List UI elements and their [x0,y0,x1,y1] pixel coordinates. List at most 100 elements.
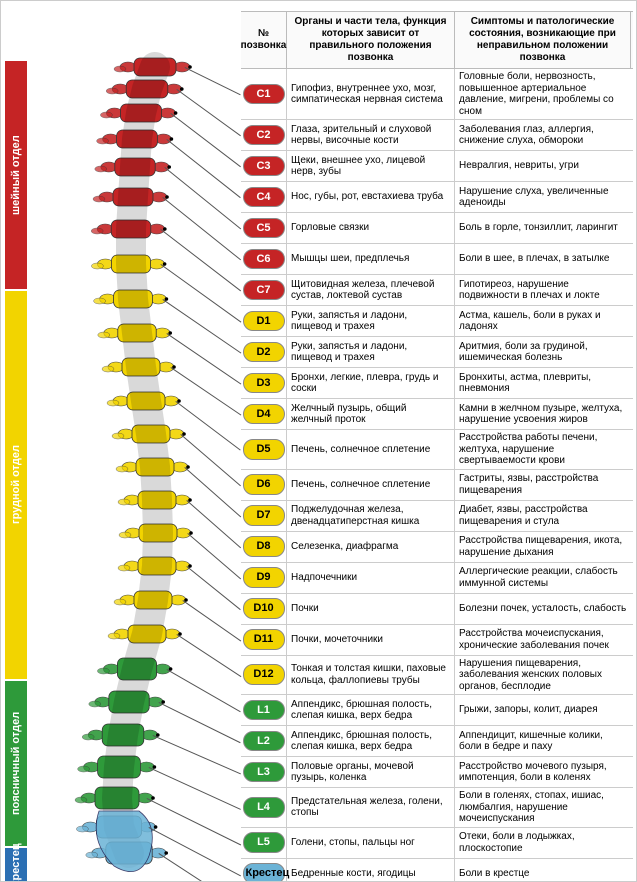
vertebra-id-cell: L2 [241,726,287,756]
vertebra-id-cell: L4 [241,788,287,827]
vertebra-pill: C7 [243,280,285,301]
symptoms-cell: Расстройства мочеиспускания, хронические… [455,625,631,655]
organs-cell: Мышцы шеи, предплечья [287,244,455,274]
organs-cell: Надпочечники [287,563,455,593]
vertebra-id-cell: C6 [241,244,287,274]
organs-cell: Печень, солнечное сплетение [287,470,455,500]
table-body: C1Гипофиз, внутреннее ухо, мозг, симпати… [241,69,633,882]
vertebra-id-cell: Крестец [241,859,287,882]
vertebra-pill: Крестец [243,863,285,882]
organs-cell: Горловые связки [287,213,455,243]
vertebra-id-cell: D3 [241,368,287,398]
symptoms-cell: Нарушение слуха, увеличенные аденоиды [455,182,631,212]
symptoms-cell: Аритмия, боли за грудиной, ишемическая б… [455,337,631,367]
symptoms-cell: Боли в шее, в плечах, в затылке [455,244,631,274]
symptoms-cell: Расстройства пищеварения, икота, нарушен… [455,532,631,562]
organs-cell: Печень, солнечное сплетение [287,430,455,469]
symptoms-cell: Камни в желчном пузыре, желтуха, нарушен… [455,399,631,429]
organs-cell: Аппендикс, брюшная полость, слепая кишка… [287,695,455,725]
organs-cell: Бронхи, легкие, плевра, грудь и соски [287,368,455,398]
symptoms-cell: Заболевания глаз, аллергия, снижение слу… [455,120,631,150]
table-row: D2Руки, запястья и ладони, пищевод и тра… [241,337,633,368]
vertebra-id-cell: D6 [241,470,287,500]
spine-chart: шейный отделгрудной отделпоясничный отде… [0,0,637,882]
organs-cell: Почки [287,594,455,624]
section-label: шейный отдел [5,61,27,289]
symptoms-cell: Отеки, боли в лодыжках, плоскостопие [455,828,631,858]
vertebra-pill: D12 [243,664,285,685]
vertebra-id-cell: L3 [241,757,287,787]
vertebra-id-cell: C4 [241,182,287,212]
symptoms-cell: Невралгия, невриты, угри [455,151,631,181]
section-label: грудной отдел [5,291,27,679]
table-row: D7Поджелудочная железа, двенадцатиперстн… [241,501,633,532]
organs-cell: Желчный пузырь, общий желчный проток [287,399,455,429]
table-row: C5Горловые связкиБоль в горле, тонзиллит… [241,213,633,244]
organs-cell: Аппендикс, брюшная полость, слепая кишка… [287,726,455,756]
symptoms-cell: Головные боли, нервозность, повышенное а… [455,69,631,119]
section-label: поясничный отдел [5,681,27,846]
vertebra-id-cell: D8 [241,532,287,562]
table-row: C1Гипофиз, внутреннее ухо, мозг, симпати… [241,69,633,120]
vertebra-pill: D7 [243,505,285,526]
organs-cell: Голени, стопы, пальцы ног [287,828,455,858]
vertebra-id-cell: D4 [241,399,287,429]
table-row: D8Селезенка, диафрагмаРасстройства пищев… [241,532,633,563]
table-row: D9НадпочечникиАллергические реакции, сла… [241,563,633,594]
symptoms-cell: Расстройство мочевого пузыря, импотенция… [455,757,631,787]
table-row: C2Глаза, зрительный и слуховой нервы, ви… [241,120,633,151]
organs-cell: Гипофиз, внутреннее ухо, мозг, симпатиче… [287,69,455,119]
symptoms-cell: Боли в голенях, стопах, ишиас, люмбалгия… [455,788,631,827]
vertebra-pill: C2 [243,125,285,146]
vertebra-pill: D3 [243,373,285,394]
vertebra-pill: L4 [243,797,285,818]
vertebra-pill: D1 [243,311,285,332]
vertebra-pill: C6 [243,249,285,270]
vertebra-id-cell: D7 [241,501,287,531]
organs-cell: Тонкая и толстая кишки, паховые кольца, … [287,656,455,695]
vertebra-pill: D10 [243,598,285,619]
vertebra-pill: C5 [243,218,285,239]
vertebra-pill: D5 [243,439,285,460]
organs-cell: Нос, губы, рот, евстахиева труба [287,182,455,212]
vertebra-pill: D11 [243,629,285,650]
vertebra-id-cell: L1 [241,695,287,725]
vertebra-id-cell: D10 [241,594,287,624]
vertebra-pill: D2 [243,342,285,363]
table-row: D4Желчный пузырь, общий желчный протокКа… [241,399,633,430]
symptoms-cell: Гастриты, язвы, расстройства пищеварения [455,470,631,500]
table-row: D11Почки, мочеточникиРасстройства мочеис… [241,625,633,656]
symptoms-cell: Аппендицит, кишечные колики, боли в бедр… [455,726,631,756]
vertebra-id-cell: C1 [241,69,287,119]
organs-cell: Предстательная железа, голени, стопы [287,788,455,827]
vertebra-table: № позвонка Органы и части тела, функция … [241,11,633,882]
organs-cell: Руки, запястья и ладони, пищевод и трахе… [287,337,455,367]
table-row: C6Мышцы шеи, предплечьяБоли в шее, в пле… [241,244,633,275]
table-row: D10ПочкиБолезни почек, усталость, слабос… [241,594,633,625]
table-row: D3Бронхи, легкие, плевра, грудь и соскиБ… [241,368,633,399]
vertebra-pill: L3 [243,762,285,783]
organs-cell: Руки, запястья и ладони, пищевод и трахе… [287,306,455,336]
vertebra-id-cell: C7 [241,275,287,305]
header-id: № позвонка [241,12,287,68]
vertebra-id-cell: D9 [241,563,287,593]
section-label: крестец [5,848,27,882]
table-row: L4Предстательная железа, голени, стопыБо… [241,788,633,828]
table-row: D12Тонкая и толстая кишки, паховые кольц… [241,656,633,696]
header-organs: Органы и части тела, функция которых зав… [287,12,455,68]
organs-cell: Поджелудочная железа, двенадцатиперстная… [287,501,455,531]
vertebra-pill: D4 [243,404,285,425]
vertebra-id-cell: C2 [241,120,287,150]
organs-cell: Бедренные кости, ягодицы [287,859,455,882]
organs-cell: Селезенка, диафрагма [287,532,455,562]
vertebra-id-cell: D12 [241,656,287,695]
vertebra-pill: D9 [243,567,285,588]
vertebra-id-cell: C5 [241,213,287,243]
organs-cell: Глаза, зрительный и слуховой нервы, висо… [287,120,455,150]
vertebra-pill: D6 [243,474,285,495]
vertebra-id-cell: D2 [241,337,287,367]
vertebra-id-cell: D1 [241,306,287,336]
table-row: C4Нос, губы, рот, евстахиева трубаНаруше… [241,182,633,213]
table-row: D5Печень, солнечное сплетениеРасстройств… [241,430,633,470]
organs-cell: Щитовидная железа, плечевой сустав, локт… [287,275,455,305]
